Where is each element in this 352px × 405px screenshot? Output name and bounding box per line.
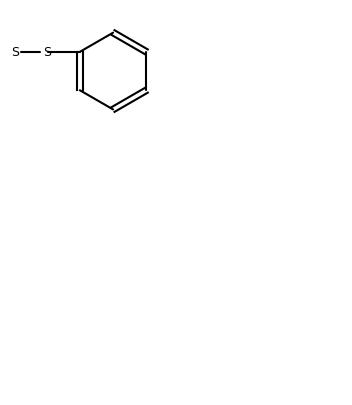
Text: S: S xyxy=(11,46,19,59)
Text: S: S xyxy=(43,46,51,59)
